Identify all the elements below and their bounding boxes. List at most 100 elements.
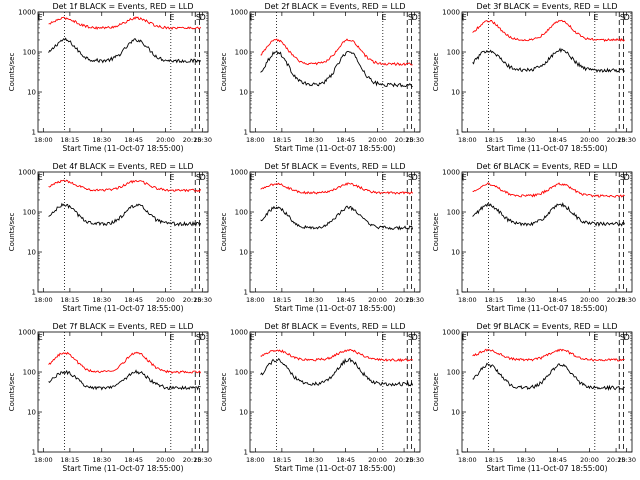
y-axis-label: Counts/sec bbox=[432, 213, 440, 252]
x-tick-label: 18:30 bbox=[304, 296, 323, 304]
lld-series-line bbox=[48, 16, 201, 30]
x-tick-label: 20:30 bbox=[193, 136, 212, 144]
y-tick-label: 1000 bbox=[18, 169, 36, 177]
plot-frame bbox=[461, 11, 633, 133]
x-tick-label: 18:15 bbox=[61, 456, 80, 464]
y-axis-label: Counts/sec bbox=[220, 53, 228, 92]
segment-letter: D bbox=[624, 13, 630, 22]
panel-title: Det 6f BLACK = Events, RED = LLD bbox=[476, 162, 617, 171]
segment-letter: S bbox=[196, 333, 201, 342]
y-tick-label: 1 bbox=[456, 449, 460, 457]
segment-letter: D bbox=[624, 333, 630, 342]
y-tick-label: 1 bbox=[244, 289, 248, 297]
x-tick-label: 20:15 bbox=[395, 456, 414, 464]
y-tick-label: 1 bbox=[32, 129, 36, 137]
segment-letter: D bbox=[624, 173, 630, 182]
x-tick-label: 18:30 bbox=[92, 136, 111, 144]
x-tick-label: 18:00 bbox=[34, 456, 53, 464]
x-tick-label: 20:00 bbox=[156, 296, 175, 304]
segment-letter: S bbox=[408, 173, 413, 182]
x-tick-label: 20:00 bbox=[368, 296, 387, 304]
segment-letter: S bbox=[196, 13, 201, 22]
panel-det-3: Det 3f BLACK = Events, RED = LLD 1 10 100 10… bbox=[432, 2, 636, 153]
segment-letter: E bbox=[250, 13, 255, 22]
panel-title: Det 5f BLACK = Events, RED = LLD bbox=[264, 162, 405, 171]
segment-letter: S bbox=[620, 333, 625, 342]
x-tick-label: 18:00 bbox=[34, 296, 53, 304]
x-tick-label: 18:15 bbox=[61, 136, 80, 144]
y-axis-label: Counts/sec bbox=[8, 373, 16, 412]
lld-series-line bbox=[260, 348, 413, 363]
x-tick-label: 18:00 bbox=[246, 136, 265, 144]
y-tick-label: 100 bbox=[23, 49, 36, 57]
x-tick-label: 18:45 bbox=[548, 136, 567, 144]
events-series-line bbox=[472, 362, 625, 391]
segment-letter: E bbox=[462, 173, 467, 182]
x-axis-label: Start Time (11-Oct-07 18:55:00) bbox=[486, 144, 607, 153]
segment-letter: D bbox=[200, 333, 206, 342]
segment-letter: S bbox=[408, 13, 413, 22]
segment-letter: E bbox=[38, 13, 43, 22]
segment-letter: E bbox=[250, 173, 255, 182]
plot-frame bbox=[37, 11, 209, 133]
y-tick-label: 10 bbox=[451, 249, 460, 257]
segment-letter: D bbox=[200, 173, 206, 182]
events-series-line bbox=[48, 369, 201, 391]
panel-det-6: Det 6f BLACK = Events, RED = LLD 1 10 100 10… bbox=[432, 162, 636, 313]
lld-series-line bbox=[472, 182, 625, 198]
segment-letter: D bbox=[200, 13, 206, 22]
plot-frame bbox=[37, 171, 209, 293]
x-axis-label: Start Time (11-Oct-07 18:55:00) bbox=[62, 464, 183, 473]
x-tick-label: 20:30 bbox=[405, 136, 424, 144]
x-tick-label: 20:30 bbox=[193, 456, 212, 464]
x-tick-label: 20:00 bbox=[368, 136, 387, 144]
y-axis-label: Counts/sec bbox=[432, 53, 440, 92]
x-axis-label: Start Time (11-Oct-07 18:55:00) bbox=[274, 464, 395, 473]
y-axis-label: Counts/sec bbox=[432, 373, 440, 412]
y-tick-label: 10 bbox=[27, 89, 36, 97]
y-axis-label: Counts/sec bbox=[220, 373, 228, 412]
segment-letter: E bbox=[593, 173, 598, 182]
x-tick-label: 20:30 bbox=[405, 296, 424, 304]
x-tick-label: 18:00 bbox=[246, 296, 265, 304]
segment-letter: D bbox=[412, 13, 418, 22]
x-tick-label: 18:15 bbox=[273, 136, 292, 144]
lld-series-line bbox=[48, 351, 202, 374]
x-tick-label: 20:15 bbox=[607, 296, 626, 304]
x-axis-label: Start Time (11-Oct-07 18:55:00) bbox=[62, 144, 183, 153]
x-axis-label: Start Time (11-Oct-07 18:55:00) bbox=[274, 304, 395, 313]
x-axis-label: Start Time (11-Oct-07 18:55:00) bbox=[486, 464, 607, 473]
x-tick-label: 18:00 bbox=[246, 456, 265, 464]
x-tick-label: 18:15 bbox=[273, 296, 292, 304]
x-tick-label: 18:30 bbox=[92, 456, 111, 464]
segment-letter: E bbox=[169, 173, 174, 182]
x-tick-label: 18:30 bbox=[516, 456, 535, 464]
y-tick-label: 1000 bbox=[442, 9, 460, 17]
y-tick-label: 1000 bbox=[442, 329, 460, 337]
panel-title: Det 1f BLACK = Events, RED = LLD bbox=[52, 2, 193, 11]
lld-series-line bbox=[472, 19, 625, 42]
x-tick-label: 20:30 bbox=[617, 136, 636, 144]
x-tick-label: 20:00 bbox=[580, 456, 599, 464]
x-tick-label: 20:15 bbox=[183, 136, 202, 144]
y-tick-label: 10 bbox=[239, 89, 248, 97]
x-tick-label: 18:45 bbox=[548, 296, 567, 304]
x-tick-label: 18:15 bbox=[485, 136, 504, 144]
segment-letter: S bbox=[196, 173, 201, 182]
panel-title: Det 2f BLACK = Events, RED = LLD bbox=[264, 2, 405, 11]
y-tick-label: 1000 bbox=[18, 329, 36, 337]
segment-letter: E bbox=[462, 13, 467, 22]
x-tick-label: 20:00 bbox=[580, 136, 599, 144]
events-series-line bbox=[472, 47, 625, 73]
panel-det-5: Det 5f BLACK = Events, RED = LLD 1 10 100 10… bbox=[220, 162, 424, 313]
x-axis-label: Start Time (11-Oct-07 18:55:00) bbox=[274, 144, 395, 153]
x-tick-label: 18:00 bbox=[458, 136, 477, 144]
segment-letter: D bbox=[412, 333, 418, 342]
y-tick-label: 1 bbox=[456, 129, 460, 137]
panel-det-9: Det 9f BLACK = Events, RED = LLD 1 10 100 10… bbox=[432, 322, 636, 473]
x-tick-label: 18:30 bbox=[92, 296, 111, 304]
plot-frame bbox=[249, 11, 421, 133]
y-tick-label: 1 bbox=[244, 449, 248, 457]
x-tick-label: 20:00 bbox=[368, 456, 387, 464]
y-tick-label: 1000 bbox=[230, 329, 248, 337]
